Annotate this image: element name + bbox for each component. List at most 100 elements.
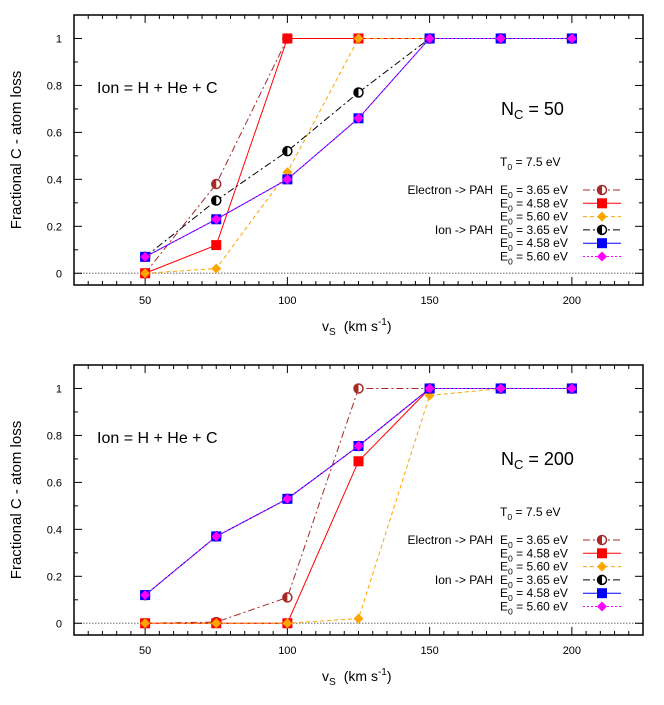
legend-marker xyxy=(596,534,608,546)
data-point-fill xyxy=(354,87,359,97)
legend-label: E0 = 5.60 eV xyxy=(500,560,568,577)
legend-label: E0 = 5.60 eV xyxy=(500,600,568,617)
legend-item: E0 = 5.60 eV xyxy=(500,560,621,577)
legend-label: E0 = 5.60 eV xyxy=(500,210,568,227)
nc-label-main: N xyxy=(501,99,514,119)
y-tick-label: 0.6 xyxy=(47,477,62,489)
data-point xyxy=(424,383,435,394)
y-tick-label: 0.2 xyxy=(47,221,62,233)
data-point xyxy=(282,174,293,185)
data-point xyxy=(353,87,364,98)
legend-label-sub: 0 xyxy=(508,567,513,577)
legend-label-text: = 5.60 eV xyxy=(513,600,568,614)
data-point xyxy=(566,33,577,44)
legend-label-main: E xyxy=(500,546,508,560)
data-point xyxy=(211,618,222,629)
data-point-fill xyxy=(211,195,217,205)
x-tick-label: 200 xyxy=(563,295,581,307)
legend-group-label: Electron -> PAH xyxy=(408,533,493,547)
x-axis-label: vS (km s-1) xyxy=(322,667,392,688)
legend-label-sub: 0 xyxy=(508,553,513,563)
legend-label-sub: 0 xyxy=(508,257,513,267)
legend-label-sub: 0 xyxy=(508,540,513,550)
legend-label-main: E xyxy=(500,586,508,600)
data-point xyxy=(424,33,435,44)
legend-label-text: = 4.58 eV xyxy=(513,546,568,560)
legend-label-main: E xyxy=(500,573,508,587)
legend-item: E0 = 4.58 eV xyxy=(500,546,621,563)
nc-label-sub: C xyxy=(514,107,523,122)
x-axis-label-unit: (km s xyxy=(344,668,378,684)
data-point-fill xyxy=(282,146,288,156)
legend-item: E0 = 3.65 eV xyxy=(500,533,621,550)
x-tick-label: 100 xyxy=(278,295,296,307)
x-tick-label: 50 xyxy=(139,645,151,657)
legend-marker xyxy=(597,198,607,209)
legend-marker-fill xyxy=(597,225,602,235)
legend-group-label: Ion -> PAH xyxy=(435,573,493,587)
legend-label-text: = 3.65 eV xyxy=(513,533,568,547)
data-point xyxy=(495,33,506,44)
x-tick-label: 100 xyxy=(278,645,296,657)
x-axis-label-close: ) xyxy=(387,318,392,334)
legend-label-sub: 0 xyxy=(508,217,513,227)
legend-label-main: E xyxy=(500,236,508,250)
legend-marker xyxy=(597,548,607,559)
legend-label: E0 = 3.65 eV xyxy=(500,533,568,550)
x-axis-label-main: v xyxy=(322,668,329,684)
data-point-fill xyxy=(354,383,359,393)
y-tick-label: 0.4 xyxy=(47,524,62,536)
data-point xyxy=(211,240,222,251)
legend-label-sub: 0 xyxy=(508,593,513,603)
legend-label-main: E xyxy=(500,600,508,614)
legend-item: E0 = 3.65 eV xyxy=(500,183,621,200)
series-1 xyxy=(139,33,578,279)
data-point xyxy=(353,383,364,394)
legend-header-text: = 7.5 eV xyxy=(512,505,560,519)
y-tick-label: 1 xyxy=(56,383,62,395)
data-point xyxy=(211,263,222,274)
legend-group-label: Ion -> PAH xyxy=(435,223,493,237)
legend-label: E0 = 4.58 eV xyxy=(500,546,568,563)
y-axis-label: Fractional C - atom loss xyxy=(8,71,25,229)
legend-header-sub: 0 xyxy=(507,512,512,522)
nc-label-text: = 50 xyxy=(523,99,564,119)
legend-marker xyxy=(597,561,607,572)
legend-item: E0 = 4.58 eV xyxy=(500,236,621,253)
legend-header: T0 = 7.5 eV xyxy=(500,155,561,172)
legend-label: E0 = 5.60 eV xyxy=(500,250,568,267)
legend-label-sub: 0 xyxy=(508,243,513,253)
legend-label-sub: 0 xyxy=(508,203,513,213)
legend-label-text: = 3.65 eV xyxy=(513,183,568,197)
legend-group-label: Electron -> PAH xyxy=(408,183,493,197)
data-point xyxy=(282,592,293,603)
legend-label-sub: 0 xyxy=(508,190,513,200)
data-point xyxy=(140,590,151,601)
legend-header-main: T xyxy=(500,155,508,169)
x-axis-label-unit: (km s xyxy=(344,318,378,334)
x-axis-label-main: v xyxy=(322,318,329,334)
x-axis-label-sub: S xyxy=(329,677,336,688)
data-point xyxy=(282,493,293,504)
data-point xyxy=(353,33,364,44)
legend-label: E0 = 4.58 eV xyxy=(500,196,568,213)
y-tick-label: 0 xyxy=(56,618,62,630)
legend-item: E0 = 4.58 eV xyxy=(500,586,621,603)
data-point xyxy=(566,383,577,394)
legend-label-main: E xyxy=(500,210,508,224)
data-point xyxy=(353,613,364,624)
x-tick-label: 200 xyxy=(563,645,581,657)
legend-marker-fill xyxy=(597,535,602,545)
x-tick-label: 50 xyxy=(139,295,151,307)
legend-header-main: T xyxy=(500,505,508,519)
legend-item: E0 = 5.60 eV xyxy=(500,250,621,267)
legend-marker xyxy=(597,211,607,222)
nc-label: NC = 50 xyxy=(501,99,564,122)
y-tick-label: 0 xyxy=(56,268,62,280)
legend-label-main: E xyxy=(500,183,508,197)
legend-marker xyxy=(597,601,607,612)
data-point xyxy=(353,441,364,451)
y-tick-label: 1 xyxy=(56,33,62,45)
